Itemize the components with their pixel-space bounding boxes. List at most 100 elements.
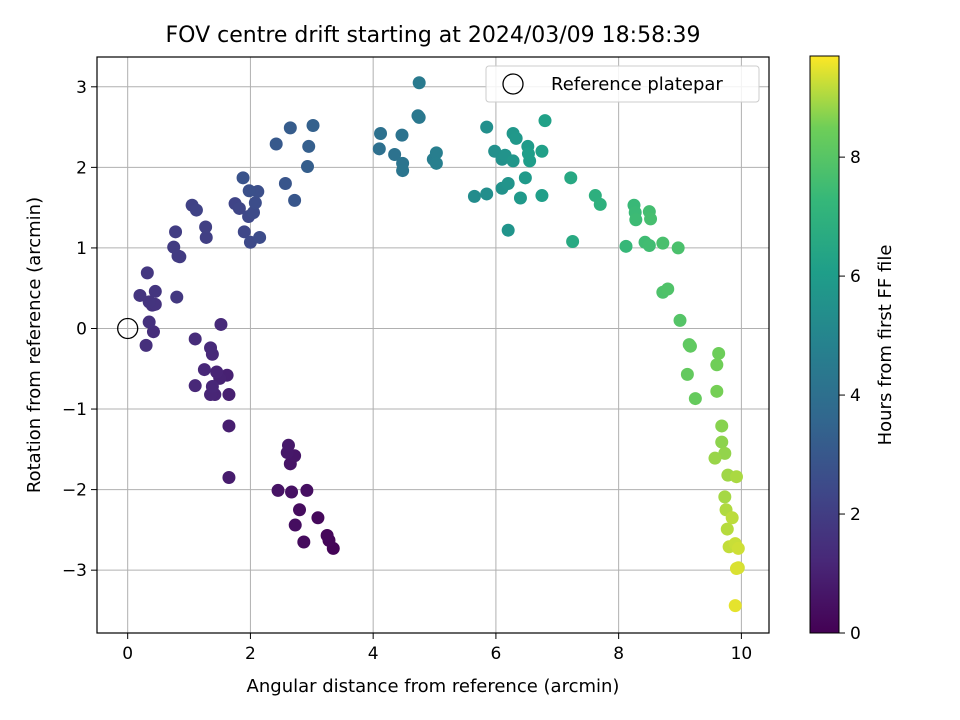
y-tick-label: 0 — [76, 319, 87, 339]
data-point — [564, 171, 578, 185]
data-point — [170, 290, 184, 304]
data-point — [372, 142, 386, 156]
x-tick-label: 2 — [245, 644, 256, 664]
grid-lines — [97, 57, 769, 633]
data-point — [710, 358, 724, 372]
legend-reference-marker-icon — [502, 73, 524, 95]
data-point — [480, 187, 494, 201]
data-point — [253, 230, 267, 244]
colorbar: 0 2 4 6 8 Hours from first FF file — [809, 55, 896, 644]
legend: Reference platepar — [485, 65, 760, 103]
data-point — [429, 156, 443, 170]
data-point — [302, 139, 316, 153]
y-tick-label: 1 — [76, 239, 87, 259]
data-point — [214, 317, 228, 331]
data-point — [222, 471, 236, 485]
x-axis-ticks: 0 2 4 6 8 10 — [122, 633, 752, 664]
data-point — [133, 288, 147, 302]
data-point — [197, 363, 211, 377]
reference-marker — [117, 317, 139, 340]
data-point — [199, 230, 213, 244]
data-point — [246, 205, 260, 219]
data-point — [725, 511, 739, 525]
data-point — [718, 446, 732, 460]
colorbar-tick-label: 2 — [850, 505, 861, 525]
data-point — [642, 239, 656, 253]
data-point — [429, 146, 443, 160]
data-point — [222, 419, 236, 433]
data-point — [729, 562, 743, 576]
data-point — [142, 295, 156, 309]
y-axis-label: Rotation from reference (arcmin) — [24, 197, 45, 493]
y-tick-label: −3 — [62, 561, 87, 581]
data-point — [232, 201, 246, 215]
data-point — [306, 118, 320, 132]
x-tick-label: 10 — [731, 644, 753, 664]
data-points — [133, 76, 745, 613]
data-point — [396, 164, 410, 178]
data-point — [271, 483, 285, 497]
y-tick-label: −2 — [62, 481, 87, 501]
y-tick-label: 2 — [76, 158, 87, 178]
data-point — [656, 236, 670, 250]
data-point — [188, 332, 202, 346]
data-point — [501, 223, 515, 237]
data-point — [242, 184, 256, 198]
data-point — [320, 529, 334, 543]
data-point — [146, 325, 160, 339]
data-point — [708, 451, 722, 465]
data-point — [728, 599, 742, 613]
legend-box — [485, 65, 760, 103]
data-point — [680, 367, 694, 381]
data-point — [395, 128, 409, 142]
data-point — [300, 483, 314, 497]
x-tick-label: 0 — [122, 644, 133, 664]
data-point — [140, 266, 154, 280]
colorbar-tick-label: 4 — [850, 386, 861, 406]
data-point — [506, 154, 520, 168]
data-point — [412, 110, 426, 124]
data-point — [300, 160, 314, 174]
plot-frame — [96, 56, 770, 634]
data-point — [518, 171, 532, 185]
data-point — [509, 131, 523, 145]
data-point — [236, 171, 250, 185]
reference-platepar-marker — [117, 317, 139, 340]
data-point — [683, 339, 697, 353]
data-point — [374, 127, 388, 141]
x-axis-label: Angular distance from reference (arcmin) — [247, 676, 620, 697]
data-point — [731, 541, 745, 555]
data-point — [237, 225, 251, 239]
data-point — [281, 438, 295, 452]
data-point — [671, 241, 685, 255]
data-point — [148, 284, 162, 298]
data-point — [467, 189, 481, 203]
data-point — [188, 379, 202, 393]
data-point — [189, 203, 203, 217]
data-point — [205, 379, 219, 393]
colorbar-tick-label: 0 — [850, 624, 861, 644]
x-tick-label: 6 — [490, 644, 501, 664]
data-point — [297, 535, 311, 549]
data-point — [204, 341, 218, 355]
data-point — [513, 191, 527, 205]
data-point — [688, 392, 702, 406]
colorbar-gradient — [809, 55, 840, 634]
data-point — [566, 234, 580, 248]
data-point — [480, 120, 494, 134]
data-point — [139, 338, 153, 352]
x-tick-label: 4 — [368, 644, 379, 664]
data-point — [715, 419, 729, 433]
y-tick-label: −1 — [62, 400, 87, 420]
legend-entry-reference: Reference platepar — [551, 74, 723, 95]
chart-title: FOV centre drift starting at 2024/03/09 … — [166, 23, 701, 48]
x-tick-label: 8 — [613, 644, 624, 664]
data-point — [169, 225, 183, 239]
data-point — [644, 212, 658, 226]
data-point — [283, 121, 297, 135]
data-point — [288, 193, 302, 207]
data-point — [248, 196, 262, 210]
data-point — [285, 485, 299, 499]
data-point — [210, 365, 224, 379]
